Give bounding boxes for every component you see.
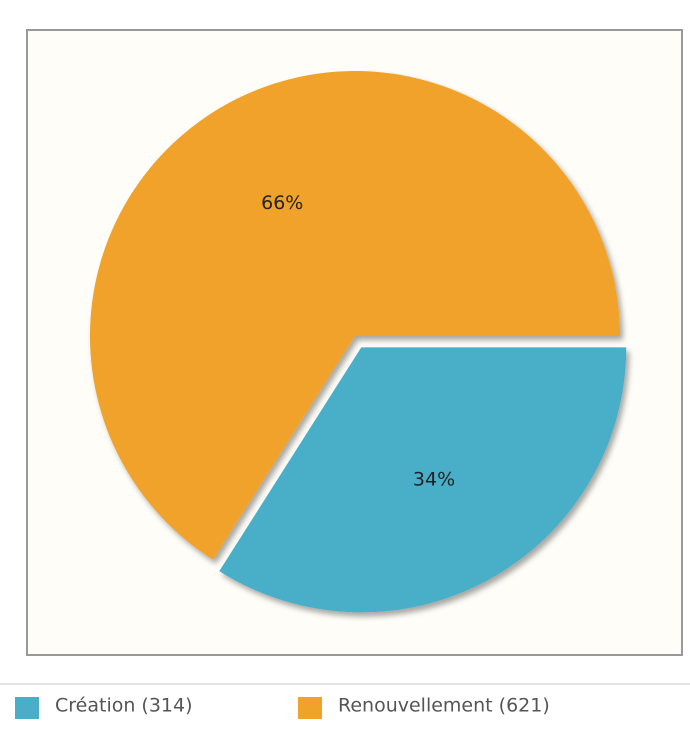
slice-label: 34%: [413, 468, 455, 490]
legend-label: Création (314): [55, 695, 193, 717]
pie-slice: [219, 347, 627, 613]
slice-label: 66%: [261, 192, 303, 214]
legend: Création (314) Renouvellement (621): [15, 695, 550, 719]
legend-swatch: [15, 697, 39, 719]
pie-slice: [89, 71, 620, 560]
legend-label: Renouvellement (621): [338, 695, 550, 717]
legend-swatch: [298, 697, 322, 719]
pie: 34% 66%: [89, 71, 627, 613]
